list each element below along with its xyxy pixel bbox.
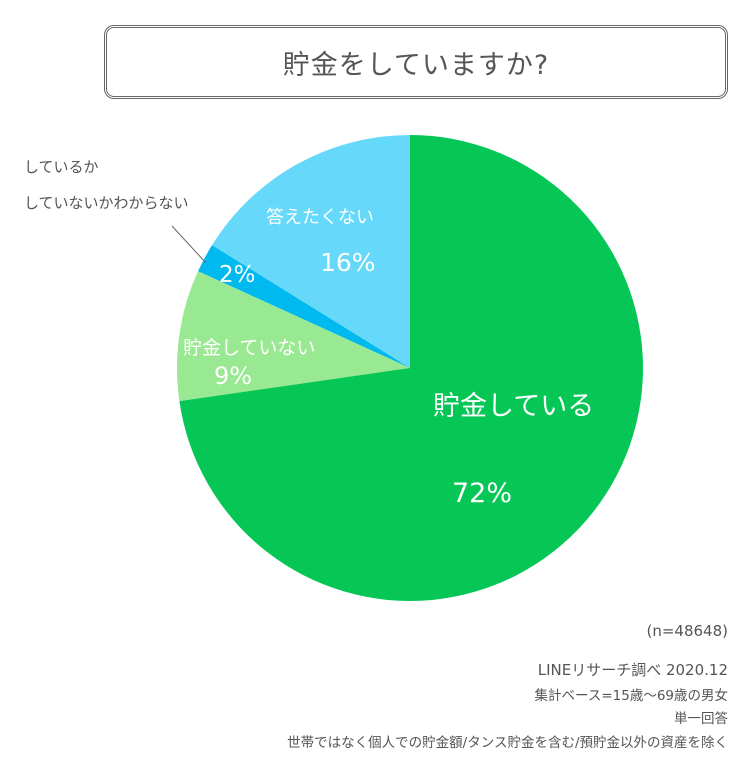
- base-note: 集計ベース=15歳～69歳の男女: [534, 688, 729, 704]
- caveat-note: 世帯ではなく個人での貯金額/タンス貯金を含む/預貯金以外の資産を除く: [287, 735, 728, 751]
- leader-line: [171, 225, 207, 264]
- slice-value-saving: 72%: [452, 478, 513, 509]
- pie-slice-unknown: [198, 245, 410, 368]
- slice-label-not-saving: 貯金していない: [183, 337, 316, 359]
- answer-type-note: 単一回答: [674, 711, 728, 727]
- sample-size: (n=48648): [646, 622, 729, 640]
- slice-label-saving: 貯金している: [433, 391, 595, 422]
- pie-slice-not-saving: [176, 271, 410, 402]
- pie-slice-no-answer: [212, 135, 410, 368]
- slice-value-not-saving: 9%: [214, 362, 253, 390]
- chart-title: 貯金をしていますか?: [282, 49, 550, 81]
- slice-label-no-answer: 答えたくない: [266, 207, 374, 228]
- pie-slice-saving: [179, 135, 644, 601]
- source-note: LINEリサーチ調べ 2020.12: [537, 661, 728, 679]
- slice-label-unknown-line1: しているか: [24, 158, 99, 176]
- slice-value-unknown: 2%: [219, 262, 256, 288]
- chart-title-box: 貯金をしていますか?: [104, 25, 728, 99]
- slice-value-no-answer: 16%: [320, 248, 376, 277]
- slice-label-unknown-line2: していないかわからない: [24, 194, 189, 212]
